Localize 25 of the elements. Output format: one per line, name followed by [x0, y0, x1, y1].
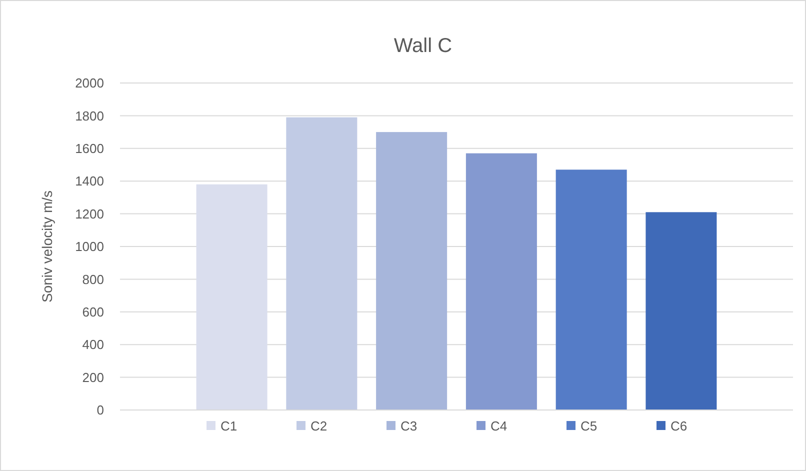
y-tick-label: 800: [82, 272, 104, 287]
y-tick-label: 2000: [75, 76, 104, 91]
y-tick-label: 400: [82, 337, 104, 352]
bar: [646, 212, 717, 410]
y-tick-label: 200: [82, 370, 104, 385]
y-tick-label: 1000: [75, 239, 104, 254]
y-tick-label: 1200: [75, 206, 104, 222]
bar: [286, 117, 358, 410]
legend-label: C5: [580, 418, 598, 434]
legend-label: C1: [220, 418, 238, 434]
y-tick-label: 1600: [75, 140, 104, 156]
legend-label: C2: [310, 418, 328, 434]
bar: [556, 170, 627, 410]
legend-label: C6: [670, 418, 688, 434]
bar: [466, 153, 537, 410]
y-tick-label: 600: [82, 304, 104, 320]
chart-title: Wall C: [394, 35, 452, 57]
bar: [376, 132, 448, 410]
bar: [196, 184, 268, 410]
y-tick-label: 1800: [75, 108, 104, 124]
y-axis-title: Soniv velocity m/s: [39, 190, 55, 303]
legend-label: C3: [400, 418, 418, 434]
legend-label: C4: [490, 418, 508, 434]
y-tick-label: 0: [96, 402, 104, 418]
y-tick-label: 1400: [75, 174, 104, 189]
